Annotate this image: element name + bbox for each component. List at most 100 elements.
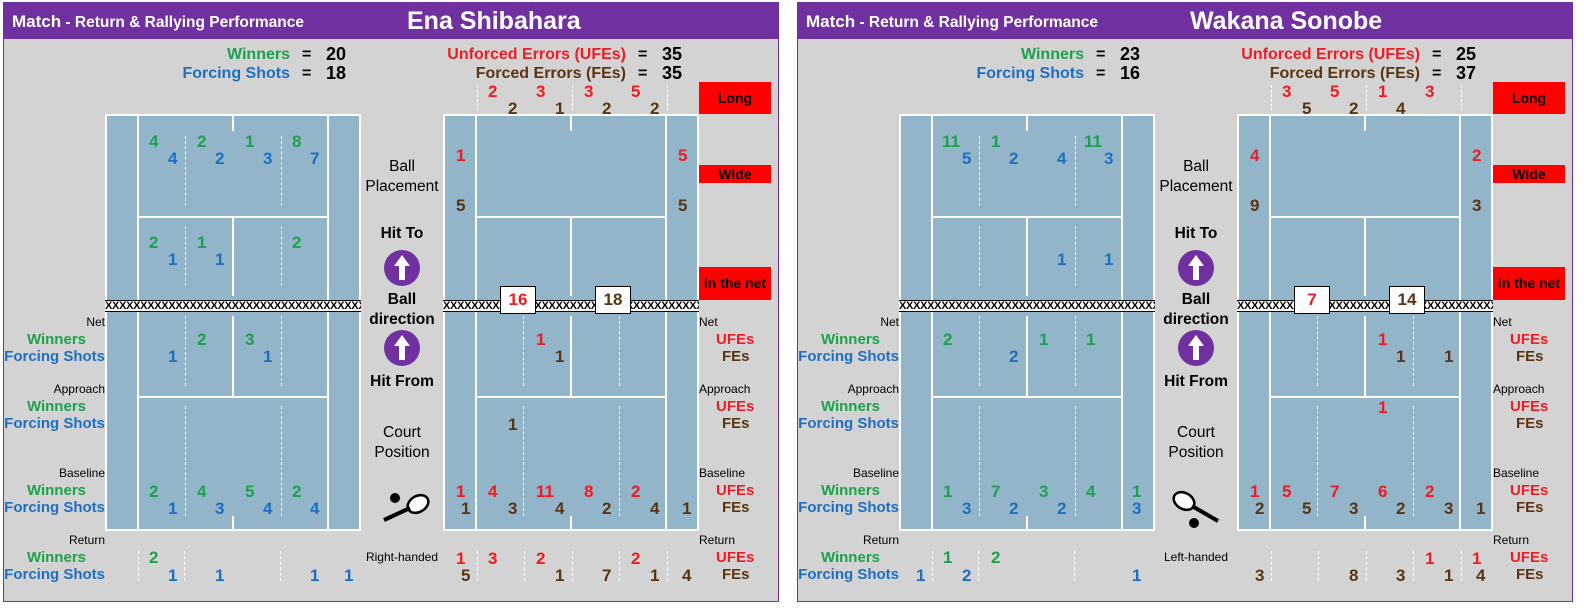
net-row-label: Net (699, 315, 718, 329)
base-winner: 4 (197, 482, 207, 501)
net-zone-ufe: 1 (1378, 330, 1388, 349)
long-ufe: 5 (631, 82, 641, 101)
ufes-row-label: UFEs (1510, 398, 1549, 415)
base-fe: 2 (602, 499, 612, 518)
baseline-row-label: Baseline (1493, 466, 1540, 480)
return-fe: 1 (1444, 566, 1454, 585)
winners-row-label: Winners (820, 482, 880, 499)
return-ufe: 1 (456, 549, 466, 568)
deep-winner: 1 (245, 132, 255, 151)
ball-direction-label: Ball direction (362, 290, 442, 330)
deep-forcing: 2 (215, 149, 225, 168)
player-name: Wakana Sonobe (1190, 7, 1383, 35)
base-winner: 1 (1132, 482, 1142, 501)
subtitle-text: - Return & Rallying Performance (855, 14, 1099, 31)
return-fe: 1 (650, 566, 660, 585)
base-winner: 2 (149, 482, 159, 501)
fes-row-label: FEs (722, 499, 750, 516)
base-ufe: 1 (456, 482, 466, 501)
wide-fe: 5 (678, 196, 688, 215)
ball-placement-label: Ball Placement (1156, 157, 1236, 197)
winners-row-label: Winners (26, 331, 86, 348)
net-winner: 2 (197, 330, 207, 349)
return-forcing: 1 (916, 566, 926, 585)
base-ufe: 7 (1330, 482, 1340, 501)
text: Court (383, 424, 421, 441)
hit-from-label: Hit From (370, 373, 434, 390)
court-position-label: Court Position (362, 423, 442, 463)
base-winner: 4 (1086, 482, 1096, 501)
panel-header: Match - Return & Rallying Performance En… (4, 3, 778, 39)
base-fe: 1 (682, 499, 692, 518)
net-winner: 1 (1039, 330, 1049, 349)
text: Ball (1181, 291, 1211, 308)
player-panel-1: Match - Return & Rallying Performance En… (3, 2, 779, 602)
net-right: XXXXXXXXXXXXXXXXXXXXXXXXXXXXXXXXXXXXXXXX (443, 300, 699, 312)
net-fes-box: 14 (1389, 286, 1425, 314)
text: direction (1163, 311, 1229, 328)
ufes-row-label: UFEs (716, 398, 755, 415)
base-winner: 3 (1039, 482, 1049, 501)
base-forcing: 4 (263, 499, 273, 518)
deep-forcing: 5 (962, 149, 972, 168)
base-fe: 3 (1444, 499, 1454, 518)
winners-row-label: Winners (26, 482, 86, 499)
approach-row-label: Approach (53, 382, 105, 396)
net-zone-fe: 1 (1444, 347, 1454, 366)
wide-bar: Wide (699, 165, 771, 183)
hit-from-court (443, 114, 699, 531)
fes-row-label: FEs (722, 566, 750, 583)
in-net-bar: in the net (699, 267, 771, 300)
mid-winner: 2 (292, 233, 302, 252)
hit-to-court (899, 114, 1155, 531)
arrow-up-icon (1178, 330, 1214, 366)
deep-forcing: 7 (310, 149, 320, 168)
long-bar: Long (699, 82, 771, 114)
fes-row-label: FEs (1516, 499, 1544, 516)
winners-row-label: Winners (26, 398, 86, 415)
return-forcing: 1 (1132, 566, 1142, 585)
fes-row-label: FEs (1516, 566, 1544, 583)
fes-row-label: FEs (722, 348, 750, 365)
ufes-row-label: UFEs (716, 331, 755, 348)
return-forcing: 1 (310, 566, 320, 585)
arrow-up-icon (384, 250, 420, 286)
court-position-label: Court Position (1156, 423, 1236, 463)
forcing-total: 18 (326, 63, 347, 83)
base-ufe: 1 (1250, 482, 1260, 501)
baseline-row-label: Baseline (699, 466, 746, 480)
net-left: XXXXXXXXXXXXXXXXXXXXXXXXXXXXXXXXXXXXXXXX (105, 300, 361, 312)
wide-fe: 9 (1250, 196, 1260, 215)
mid-winner: 2 (149, 233, 159, 252)
deep-winner: 11 (942, 132, 960, 151)
net-zone-fe: 1 (1396, 347, 1406, 366)
base-fe: 4 (650, 499, 660, 518)
eq: = (1096, 46, 1106, 63)
return-row-label: Return (862, 533, 899, 547)
wide-fe: 3 (1472, 196, 1482, 215)
eq: = (1432, 46, 1442, 63)
base-forcing: 3 (962, 499, 972, 518)
return-row-label: Return (699, 533, 736, 547)
long-ufe: 5 (1330, 82, 1340, 101)
wide-fe: 5 (456, 196, 466, 215)
long-fe: 2 (508, 99, 518, 118)
player-panel-2: Match - Return & Rallying Performance Wa… (797, 2, 1573, 602)
return-forcing: 1 (168, 566, 178, 585)
net-winner: 2 (943, 330, 953, 349)
in-net-bar: in the net (1493, 267, 1565, 300)
return-ufe: 3 (488, 549, 498, 568)
forcing-row-label: Forcing Shots (4, 499, 105, 516)
winners-row-label: Winners (820, 549, 880, 566)
base-ufe: 2 (631, 482, 641, 501)
base-fe: 3 (1349, 499, 1359, 518)
wide-ufe: 4 (1250, 146, 1260, 165)
base-fe: 5 (1302, 499, 1312, 518)
return-forcing: 1 (215, 566, 225, 585)
deep-forcing: 2 (1009, 149, 1019, 168)
approach-row-label: Approach (699, 382, 751, 396)
forcing-row-label: Forcing Shots (4, 566, 105, 583)
net-forcing: 1 (263, 347, 273, 366)
base-fe: 3 (508, 499, 518, 518)
long-ufe: 3 (1282, 82, 1292, 101)
